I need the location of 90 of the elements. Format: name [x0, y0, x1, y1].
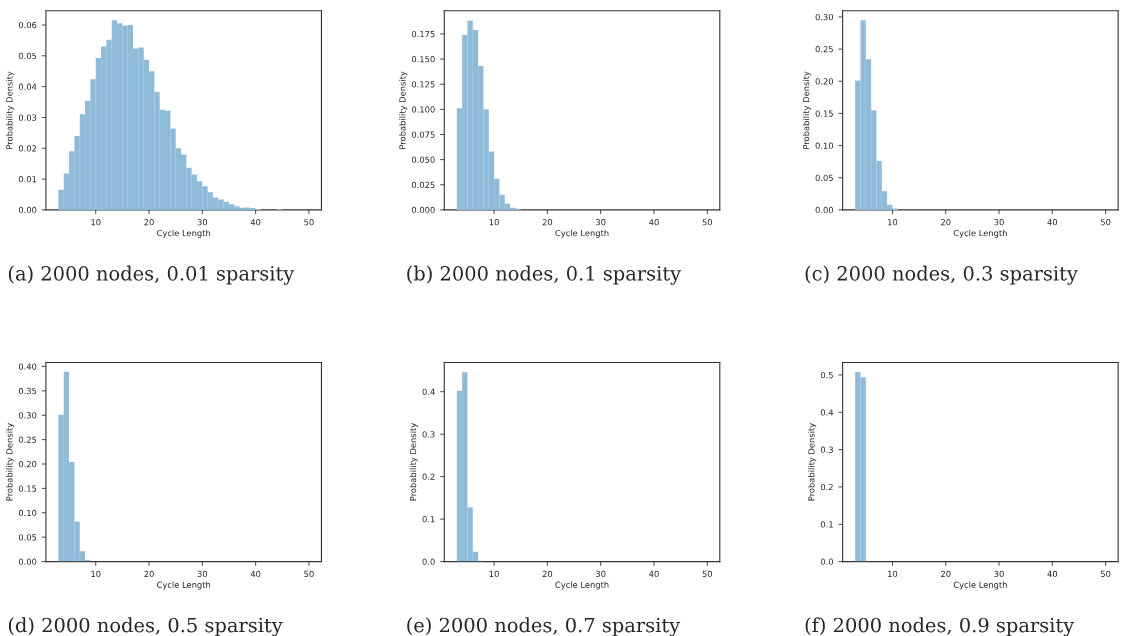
x-axis-title: Cycle Length [157, 229, 211, 238]
y-tick-label: 0.03 [18, 114, 37, 121]
y-tick-label: 0.5 [820, 371, 833, 379]
y-axis-title: Probability Density [409, 423, 418, 501]
x-tick-label: 40 [649, 570, 659, 578]
y-tick-label: 0.00 [18, 206, 37, 214]
x-tick-label: 50 [304, 570, 314, 578]
y-tick-label: 0.1 [422, 516, 435, 523]
x-tick-label: 40 [250, 570, 261, 578]
x-tick-label: 10 [888, 570, 898, 578]
y-tick-label: 0.150 [411, 56, 435, 63]
x-tick-label: 10 [489, 219, 499, 226]
x-tick-label: 30 [994, 219, 1004, 226]
y-tick-label: 0.000 [411, 206, 435, 214]
x-tick-label: 20 [542, 570, 553, 578]
y-tick-label: 0.025 [411, 181, 435, 189]
y-axis-title: Probability Density [6, 71, 15, 149]
y-tick-label: 0.2 [422, 473, 435, 480]
y-tick-label: 0.1 [820, 521, 833, 528]
x-tick-label: 20 [941, 219, 951, 226]
x-tick-label: 10 [489, 570, 499, 578]
x-tick-label: 40 [1047, 570, 1058, 578]
y-tick-label: 0.05 [18, 52, 37, 60]
y-tick-label: 0.20 [815, 78, 834, 85]
y-tick-label: 0.02 [18, 145, 37, 152]
x-tick-label: 50 [1100, 219, 1111, 226]
text: (b) 2000 nodes, 0.1 sparsity [407, 265, 682, 285]
y-tick-label: 0.125 [411, 81, 435, 88]
x-tick-label: 10 [91, 570, 101, 578]
y-tick-label: 0.01 [18, 176, 37, 183]
x-tick-label: 20 [941, 570, 951, 578]
y-tick-label: 0.4 [820, 409, 834, 416]
y-tick-label: 0.100 [411, 106, 435, 113]
x-tick-label: 20 [144, 570, 154, 578]
y-tick-label: 0.075 [411, 131, 435, 138]
x-tick-label: 30 [197, 219, 208, 226]
text: (e) 2000 nodes, 0.7 sparsity [407, 617, 681, 636]
x-tick-label: 10 [888, 219, 898, 226]
x-axis-title: Cycle Length [157, 581, 211, 590]
y-tick-label: 0.00 [18, 558, 37, 565]
y-tick-label: 0.25 [815, 46, 833, 53]
x-tick-label: 40 [1047, 219, 1058, 226]
y-tick-label: 0.05 [815, 174, 833, 181]
x-tick-label: 40 [649, 219, 659, 226]
y-tick-label: 0.4 [422, 388, 435, 395]
y-tick-label: 0.35 [18, 387, 37, 395]
y-tick-label: 0.175 [411, 30, 435, 38]
y-tick-label: 0.10 [815, 142, 834, 149]
y-tick-label: 0.00 [815, 206, 834, 214]
text: (a) 2000 nodes, 0.01 sparsity [8, 265, 295, 285]
text: (c) 2000 nodes, 0.3 sparsity [805, 265, 1078, 285]
y-tick-label: 0.050 [411, 156, 435, 163]
y-tick-label: 0.06 [18, 21, 37, 29]
y-tick-label: 0.10 [18, 509, 37, 517]
x-axis-title: Cycle Length [555, 229, 609, 238]
y-tick-label: 0.40 [18, 363, 37, 370]
x-tick-label: 30 [596, 219, 606, 226]
x-tick-label: 50 [702, 570, 713, 578]
text: (d) 2000 nodes, 0.5 sparsity [8, 617, 283, 636]
x-tick-label: 20 [542, 219, 553, 226]
x-tick-label: 50 [304, 219, 314, 226]
y-axis-title: Probability Density [808, 423, 817, 501]
x-tick-label: 30 [197, 570, 208, 578]
y-tick-label: 0.30 [18, 412, 37, 419]
x-tick-label: 40 [250, 219, 261, 226]
y-tick-label: 0.3 [820, 446, 833, 453]
y-axis-title: Probability Density [802, 71, 811, 149]
x-tick-label: 30 [994, 570, 1004, 578]
x-tick-label: 50 [702, 219, 713, 226]
y-axis-title: Probability Density [399, 71, 408, 149]
x-tick-label: 10 [91, 219, 101, 226]
x-axis-title: Cycle Length [555, 581, 609, 590]
y-tick-label: 0.04 [18, 83, 37, 90]
y-tick-label: 0.30 [815, 13, 834, 21]
x-axis-title: Cycle Length [953, 229, 1007, 238]
x-tick-label: 20 [144, 219, 154, 226]
y-axis-title: Probability Density [6, 423, 15, 501]
y-tick-label: 0.25 [18, 436, 37, 443]
x-axis-title: Cycle Length [953, 581, 1007, 590]
y-tick-label: 0.2 [820, 483, 833, 491]
y-tick-label: 0.15 [18, 485, 37, 492]
y-tick-label: 0.15 [815, 110, 833, 117]
x-tick-label: 50 [1100, 570, 1111, 578]
y-tick-label: 0.0 [422, 558, 435, 565]
y-tick-label: 0.20 [18, 460, 37, 468]
x-tick-label: 30 [596, 570, 606, 578]
text: (f) 2000 nodes, 0.9 sparsity [805, 617, 1075, 636]
y-tick-label: 0.3 [422, 431, 435, 438]
y-tick-label: 0.05 [18, 534, 37, 541]
y-tick-label: 0.0 [820, 558, 834, 565]
